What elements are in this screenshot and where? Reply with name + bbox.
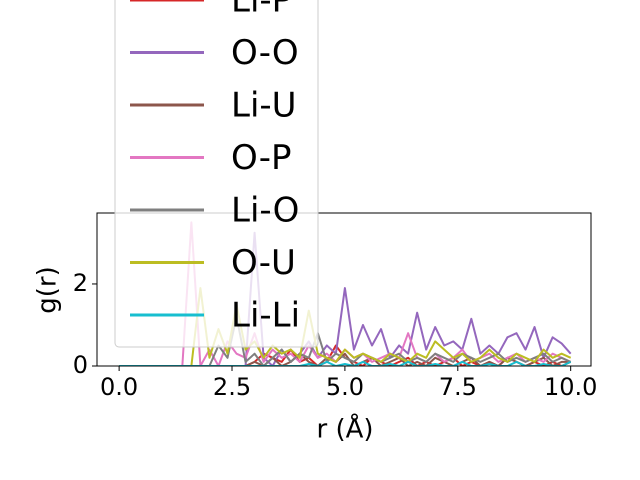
y-axis-label: g(r)	[33, 266, 63, 313]
legend-label: Li-Li	[231, 296, 300, 336]
y-tick-label: 0	[73, 351, 88, 379]
x-tick-label: 7.5	[439, 373, 477, 401]
x-tick-label: 10.0	[544, 373, 597, 401]
series-line	[119, 231, 572, 366]
y-tick-label: 2	[73, 269, 88, 297]
legend-box	[114, 0, 319, 348]
axes-frame	[96, 212, 592, 367]
x-tick-label: 0.0	[100, 373, 138, 401]
legend-label: Li-O	[231, 191, 299, 231]
x-tick-label: 5.0	[326, 373, 364, 401]
legend-label: Li-P	[231, 0, 292, 21]
legend-label: O-U	[231, 243, 296, 283]
legend-label: O-P	[231, 138, 291, 178]
legend: Li-P O-O Li-U O-P Li-O O-U Li-Li	[114, 0, 319, 348]
legend-label: O-O	[231, 33, 299, 73]
x-tick-label: 2.5	[213, 373, 251, 401]
legend-label: Li-U	[231, 86, 297, 126]
series-line	[119, 360, 572, 366]
x-axis-label: r (Å)	[316, 413, 373, 445]
ticks: 0.0 2.5 5.0 7.5 10.0 0 2	[73, 269, 598, 401]
